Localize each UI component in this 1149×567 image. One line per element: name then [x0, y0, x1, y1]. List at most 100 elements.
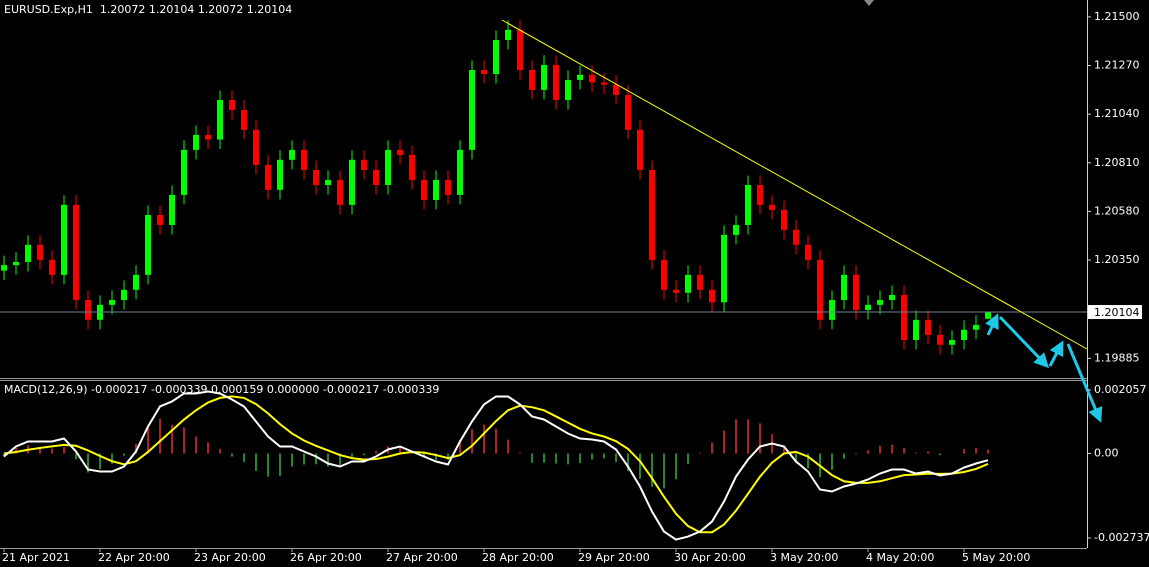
- candle-body: [625, 94, 631, 130]
- y-tick-label: 0.002057: [1094, 383, 1147, 396]
- candle-body: [901, 294, 907, 340]
- candle-body: [337, 179, 343, 205]
- x-tick-label: 27 Apr 20:00: [386, 551, 458, 564]
- candle-body: [457, 149, 463, 195]
- candle-body: [661, 259, 667, 290]
- candle-body: [445, 179, 451, 195]
- candle-body: [529, 69, 535, 90]
- candle-body: [289, 149, 295, 160]
- y-tick-label: -0.002737: [1094, 531, 1149, 544]
- candle-body: [493, 39, 499, 74]
- candle-body: [793, 229, 799, 245]
- candle-body: [829, 299, 835, 320]
- candle-body: [877, 299, 883, 305]
- arrow: [1066, 343, 1103, 423]
- candle-body: [133, 274, 139, 290]
- arrow: [1048, 340, 1064, 367]
- candle-body: [889, 294, 895, 300]
- candle-body: [973, 324, 979, 330]
- candle-body: [301, 149, 307, 170]
- x-tick-label: 30 Apr 20:00: [674, 551, 746, 564]
- candle-body: [937, 334, 943, 345]
- candle-body: [505, 29, 511, 40]
- x-tick-label: 23 Apr 20:00: [194, 551, 266, 564]
- candle-body: [469, 69, 475, 150]
- plot-area: [0, 20, 1087, 541]
- candle-body: [241, 109, 247, 130]
- x-tick-label: 26 Apr 20:00: [290, 551, 362, 564]
- candle-body: [181, 149, 187, 195]
- candle-body: [517, 29, 523, 70]
- candle-body: [61, 204, 67, 275]
- y-tick-label: 1.21500: [1094, 10, 1140, 23]
- candle-body: [685, 274, 691, 293]
- candle-body: [193, 134, 199, 150]
- candle-body: [865, 304, 871, 310]
- candle-body: [37, 244, 43, 260]
- candle-body: [73, 204, 79, 300]
- candle-body: [217, 99, 223, 140]
- candle-body: [49, 259, 55, 275]
- macd-line: [3, 390, 989, 541]
- candle-body: [913, 319, 919, 340]
- candle-body: [565, 79, 571, 100]
- candle-body: [253, 129, 259, 165]
- x-tick-label: 4 May 20:00: [866, 551, 934, 564]
- candle-body: [925, 319, 931, 335]
- candle-body: [277, 159, 283, 190]
- candle-body: [205, 134, 211, 140]
- chart-title: MACD(12,26,9) -0.000217 -0.000339 0.0001…: [4, 383, 439, 396]
- candle-body: [325, 179, 331, 185]
- candle-body: [961, 329, 967, 340]
- candle-body: [949, 339, 955, 345]
- x-tick-label: 29 Apr 20:00: [578, 551, 650, 564]
- y-tick-label: 1.21040: [1094, 107, 1140, 120]
- candle-body: [229, 99, 235, 110]
- candle-body: [541, 64, 547, 90]
- y-tick-label: 1.20580: [1094, 204, 1140, 217]
- y-tick-label: 1.20810: [1094, 156, 1140, 169]
- candle-body: [733, 224, 739, 235]
- candle-body: [373, 169, 379, 185]
- candle-body: [553, 64, 559, 100]
- forecast-arrows: [985, 313, 1103, 423]
- candle-body: [1, 265, 7, 271]
- y-tick-label: 0.00: [1094, 447, 1119, 460]
- y-tick-label: 1.20350: [1094, 253, 1140, 266]
- shift-marker: [864, 0, 874, 6]
- candle-body: [145, 215, 151, 275]
- candle-body: [409, 154, 415, 180]
- x-tick-label: 28 Apr 20:00: [482, 551, 554, 564]
- candle-body: [109, 299, 115, 305]
- candle-body: [157, 215, 163, 225]
- candle-body: [673, 289, 679, 293]
- x-tick-label: 5 May 20:00: [962, 551, 1030, 564]
- current-price-label: 1.20104: [1094, 306, 1140, 319]
- candle-body: [121, 289, 127, 300]
- candle-body: [397, 149, 403, 155]
- candle-body: [613, 84, 619, 95]
- chart-title: EURUSD.Exp,H1 1.20072 1.20104 1.20072 1.…: [4, 3, 292, 16]
- arrow: [998, 315, 1050, 369]
- trend-line: [501, 19, 1088, 350]
- candle-body: [265, 164, 271, 190]
- candle-body: [649, 169, 655, 260]
- signal-line: [3, 395, 989, 534]
- candle-body: [349, 159, 355, 205]
- candle-body: [313, 169, 319, 185]
- current-price-box: [1088, 305, 1142, 320]
- candle-body: [85, 299, 91, 320]
- y-tick-label: 1.21270: [1094, 59, 1140, 72]
- candle-body: [985, 312, 991, 319]
- candle-body: [25, 244, 31, 262]
- candle-body: [853, 274, 859, 310]
- candle-body: [745, 184, 751, 225]
- candle-body: [805, 244, 811, 260]
- candle-body: [601, 82, 607, 85]
- arrow: [985, 313, 999, 336]
- y-tick-label: 1.19885: [1094, 351, 1140, 364]
- candle-body: [421, 179, 427, 200]
- candle-body: [781, 209, 787, 230]
